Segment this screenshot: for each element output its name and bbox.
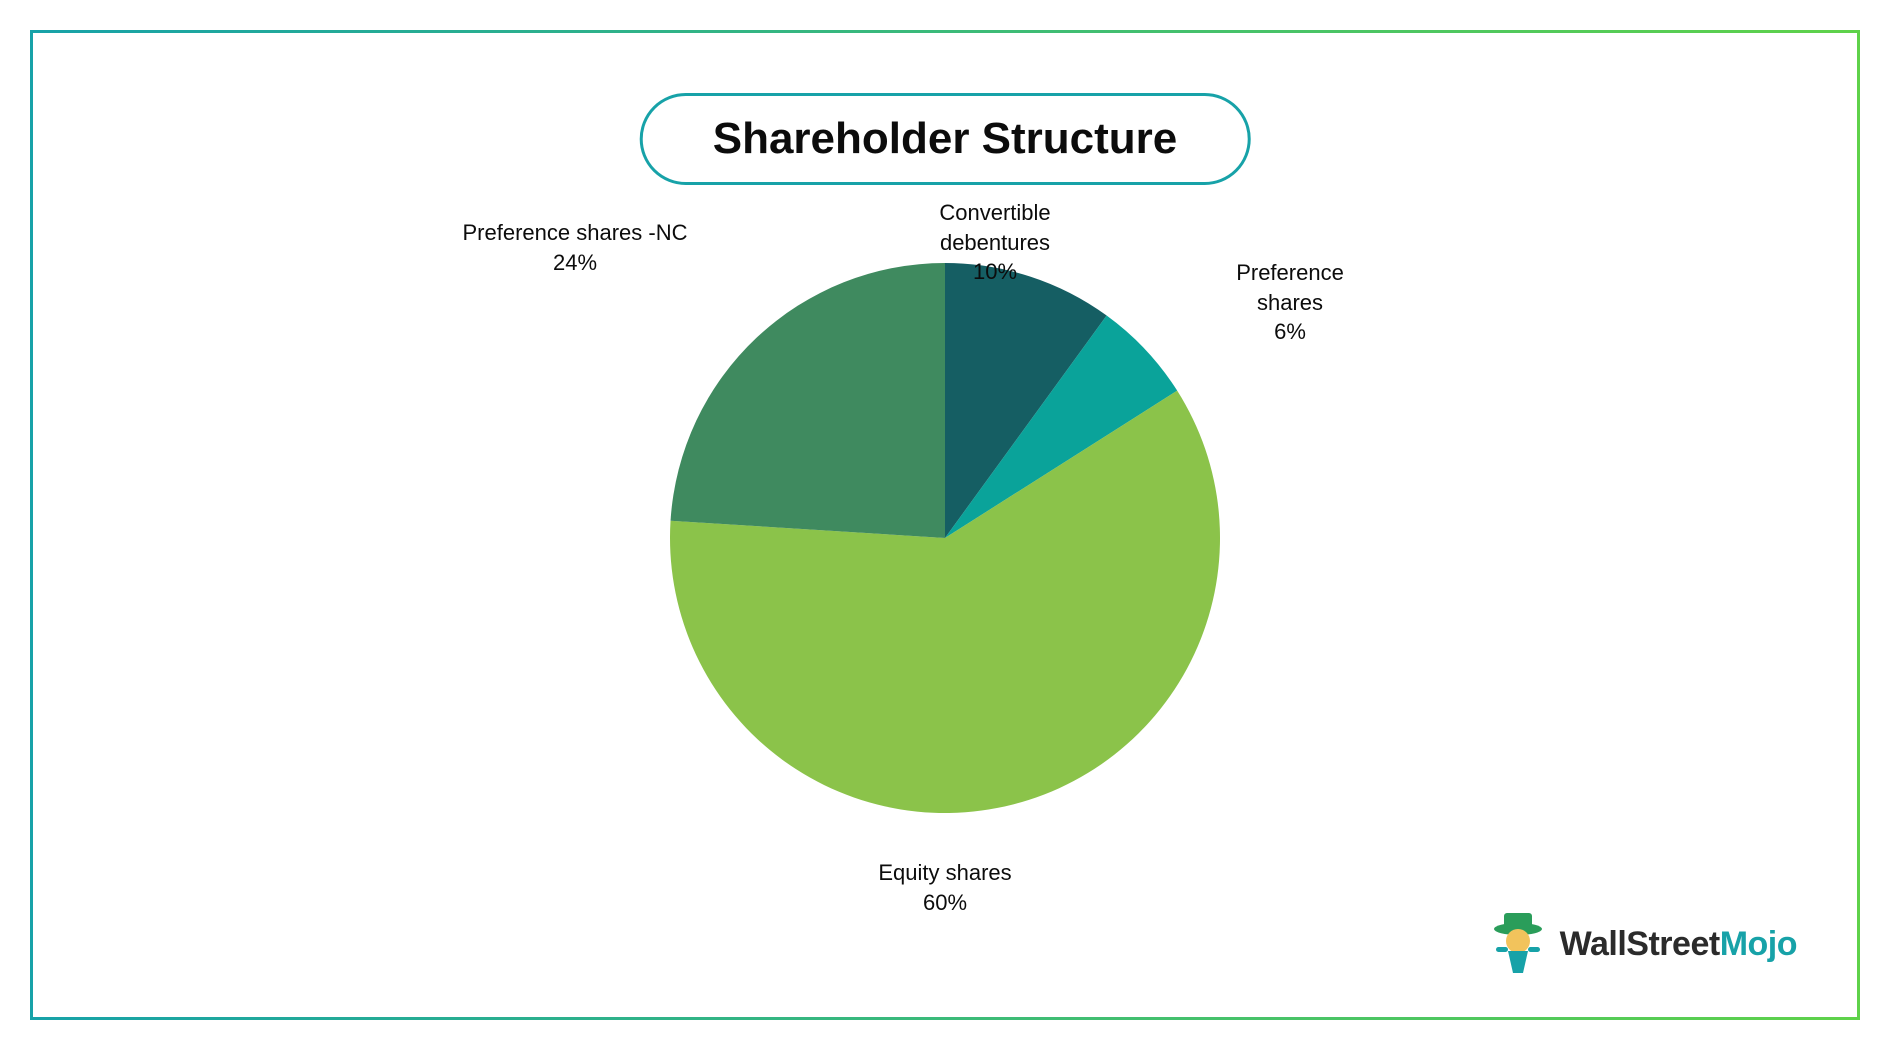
brand-text: WallStreetMojo (1560, 925, 1797, 964)
brand-part1: WallStreet (1560, 925, 1720, 963)
pie-slice-label: Preference shares6% (1236, 258, 1344, 347)
slice-percent: 24% (463, 248, 688, 278)
brand-logo: WallStreetMojo (1490, 911, 1797, 977)
mascot-icon (1490, 911, 1546, 977)
slice-name: Preference shares -NC (463, 218, 688, 248)
pie-slice-label: Equity shares60% (878, 858, 1011, 917)
slice-name: Preference shares (1236, 258, 1344, 317)
chart-frame: Shareholder Structure Convertible debent… (30, 30, 1860, 1020)
chart-title-pill: Shareholder Structure (640, 93, 1251, 185)
pie-chart: Convertible debentures10%Preference shar… (670, 263, 1220, 813)
slice-percent: 6% (1236, 317, 1344, 347)
chart-title: Shareholder Structure (713, 114, 1178, 163)
slice-name: Convertible debentures (883, 198, 1108, 257)
brand-part2: Mojo (1720, 925, 1797, 963)
slice-name: Equity shares (878, 858, 1011, 888)
slice-percent: 10% (883, 257, 1108, 287)
pie-slice-label: Convertible debentures10% (883, 198, 1108, 287)
pie-labels-layer: Convertible debentures10%Preference shar… (670, 263, 1220, 813)
pie-slice-label: Preference shares -NC24% (463, 218, 688, 277)
slice-percent: 60% (878, 888, 1011, 918)
